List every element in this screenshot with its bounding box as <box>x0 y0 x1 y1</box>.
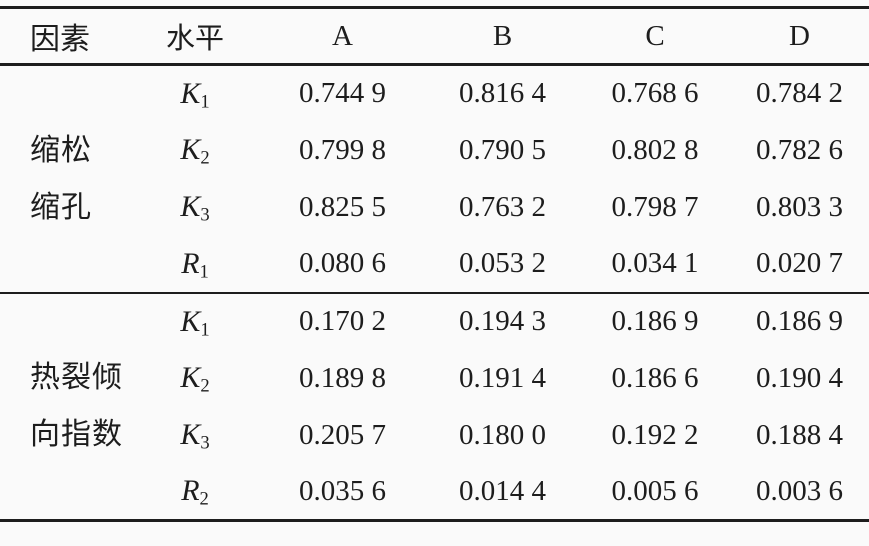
level-letter: K <box>180 133 201 166</box>
value-cell: 0.191 4 <box>459 361 546 394</box>
value-cell: 0.192 2 <box>611 418 699 451</box>
value-cell: 0.763 2 <box>459 190 546 223</box>
value-cell: 0.186 9 <box>611 305 699 337</box>
level-label: K2 <box>130 350 260 407</box>
level-letter: K <box>180 190 201 223</box>
value-cell: 0.080 6 <box>299 247 386 279</box>
header-col-b: B <box>492 19 513 52</box>
level-subscript: 3 <box>200 432 210 454</box>
group-shrinkage: 缩松 缩孔 K1 0.744 9 0.816 4 0.768 6 0.784 2… <box>0 65 869 293</box>
value-cell: 0.188 4 <box>756 418 843 451</box>
value-cell: 0.816 4 <box>459 77 546 110</box>
value-cell: 0.034 1 <box>611 247 699 279</box>
orthogonal-results-table: 因素 水平 A B C D 缩松 缩孔 K1 0.744 9 0.816 4 0… <box>0 6 869 522</box>
level-label: K1 <box>130 65 260 122</box>
value-cell: 0.190 4 <box>756 361 843 394</box>
level-label: K3 <box>130 407 260 464</box>
table-row: K3 0.825 5 0.763 2 0.798 7 0.803 3 <box>0 179 869 236</box>
value-cell: 0.005 6 <box>611 474 699 507</box>
value-cell: 0.170 2 <box>299 305 386 337</box>
table-row: R2 0.035 6 0.014 4 0.005 6 0.003 6 <box>0 464 869 521</box>
value-cell: 0.825 5 <box>299 190 386 223</box>
range-label: R1 <box>130 236 260 293</box>
level-letter: R <box>181 246 200 280</box>
header-level: 水平 <box>165 23 224 55</box>
level-subscript: 2 <box>200 375 210 397</box>
value-cell: 0.035 6 <box>299 474 386 507</box>
value-cell: 0.798 7 <box>611 190 699 223</box>
value-cell: 0.180 0 <box>459 418 546 451</box>
factor-label-hot-tearing: 热裂倾 向指数 <box>0 293 130 521</box>
header-col-d: D <box>789 19 810 52</box>
table-row: R1 0.080 6 0.053 2 0.034 1 0.020 7 <box>0 236 869 293</box>
level-letter: K <box>180 361 201 394</box>
factor-line: 热裂倾 <box>30 361 123 395</box>
value-cell: 0.189 8 <box>299 361 386 394</box>
value-cell: 0.020 7 <box>756 247 843 279</box>
header-factor: 因素 <box>30 23 90 56</box>
level-label: K1 <box>130 293 260 350</box>
table-row: K2 0.799 8 0.790 5 0.802 8 0.782 6 <box>0 122 869 179</box>
factor-line: 向指数 <box>30 418 123 452</box>
header-col-c: C <box>645 19 665 52</box>
header-col-a: A <box>332 19 353 52</box>
level-letter: K <box>180 76 201 110</box>
level-subscript: 1 <box>200 91 210 113</box>
level-subscript: 1 <box>200 319 210 341</box>
factor-line: 缩松 <box>30 133 92 167</box>
level-letter: R <box>181 474 200 508</box>
factor-line: 缩孔 <box>30 190 92 224</box>
level-subscript: 3 <box>200 204 210 226</box>
table-header: 因素 水平 A B C D <box>0 8 869 65</box>
level-subscript: 1 <box>199 261 209 283</box>
value-cell: 0.053 2 <box>459 247 546 279</box>
table-row: K3 0.205 7 0.180 0 0.192 2 0.188 4 <box>0 407 869 464</box>
value-cell: 0.784 2 <box>756 77 843 110</box>
value-cell: 0.802 8 <box>611 133 699 166</box>
header-row: 因素 水平 A B C D <box>0 8 869 65</box>
group-hot-tearing: 热裂倾 向指数 K1 0.170 2 0.194 3 0.186 9 0.186… <box>0 293 869 521</box>
range-label: R2 <box>130 464 260 521</box>
factor-label-shrinkage: 缩松 缩孔 <box>0 65 130 293</box>
value-cell: 0.003 6 <box>756 474 843 507</box>
value-cell: 0.803 3 <box>756 190 843 223</box>
value-cell: 0.205 7 <box>299 418 386 451</box>
value-cell: 0.768 6 <box>611 77 699 110</box>
value-cell: 0.790 5 <box>459 133 546 166</box>
value-cell: 0.014 4 <box>459 474 546 507</box>
value-cell: 0.782 6 <box>756 133 843 166</box>
level-letter: K <box>180 418 201 451</box>
level-subscript: 2 <box>200 147 210 169</box>
value-cell: 0.186 9 <box>756 305 843 337</box>
level-letter: K <box>180 304 201 338</box>
value-cell: 0.799 8 <box>299 133 386 166</box>
value-cell: 0.194 3 <box>459 305 546 337</box>
table-row: K2 0.189 8 0.191 4 0.186 6 0.190 4 <box>0 350 869 407</box>
level-subscript: 2 <box>199 488 209 510</box>
level-label: K2 <box>130 122 260 179</box>
level-label: K3 <box>130 179 260 236</box>
value-cell: 0.186 6 <box>611 361 699 394</box>
value-cell: 0.744 9 <box>299 77 386 110</box>
table-row: 缩松 缩孔 K1 0.744 9 0.816 4 0.768 6 0.784 2 <box>0 65 869 224</box>
table-row: 热裂倾 向指数 K1 0.170 2 0.194 3 0.186 9 0.186… <box>0 293 869 452</box>
